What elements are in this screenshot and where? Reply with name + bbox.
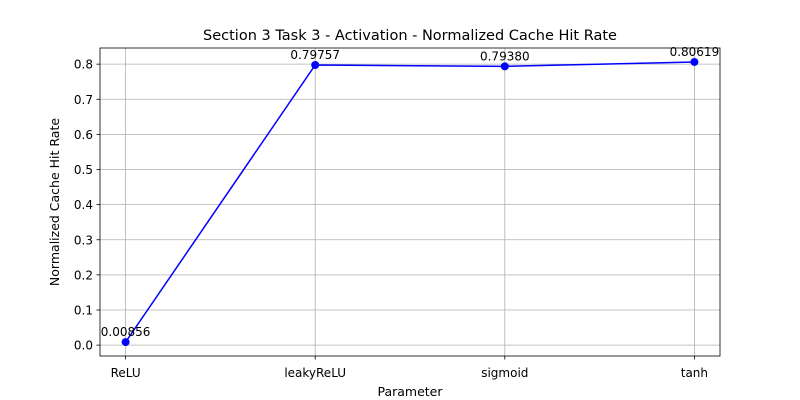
axes-frame [99, 47, 721, 357]
data-point [500, 62, 509, 71]
data-point [311, 61, 320, 70]
y-tick-label: 0.2 [74, 268, 93, 282]
y-axis-ticks: 0.0 0.1 0.2 0.3 0.4 0.5 0.6 0.7 0.8 [74, 58, 100, 353]
series [121, 57, 699, 347]
x-tick-label: tanh [681, 366, 708, 380]
y-tick-label: 0.3 [74, 233, 93, 247]
y-axis-label: Normalized Cache Hit Rate [47, 118, 62, 286]
y-tick-label: 0.5 [74, 163, 93, 177]
y-tick-label: 0.4 [74, 198, 93, 212]
x-tick-label: sigmoid [481, 366, 528, 380]
x-axis-label: Parameter [377, 384, 443, 399]
series-line [124, 61, 695, 343]
data-label: 0.00856 [101, 325, 151, 339]
y-tick-label: 0.8 [74, 58, 93, 72]
x-tick-label: ReLU [111, 366, 141, 380]
data-point [690, 57, 699, 66]
chart-title: Section 3 Task 3 - Activation - Normaliz… [203, 28, 617, 44]
y-tick-label: 0.0 [74, 339, 93, 353]
data-label: 0.80619 [670, 45, 720, 59]
axes [99, 47, 721, 357]
y-tick-label: 0.6 [74, 128, 93, 142]
y-tick-label: 0.7 [74, 93, 93, 107]
data-labels: 0.00856 0.79757 0.79380 0.80619 [101, 45, 719, 339]
x-axis-ticks: ReLU leakyReLU sigmoid tanh [111, 356, 708, 380]
data-point [121, 338, 130, 347]
y-tick-label: 0.1 [74, 303, 93, 317]
grid [100, 48, 720, 356]
x-tick-label: leakyReLU [284, 366, 346, 380]
data-label: 0.79757 [290, 48, 340, 62]
data-label: 0.79380 [480, 49, 530, 63]
